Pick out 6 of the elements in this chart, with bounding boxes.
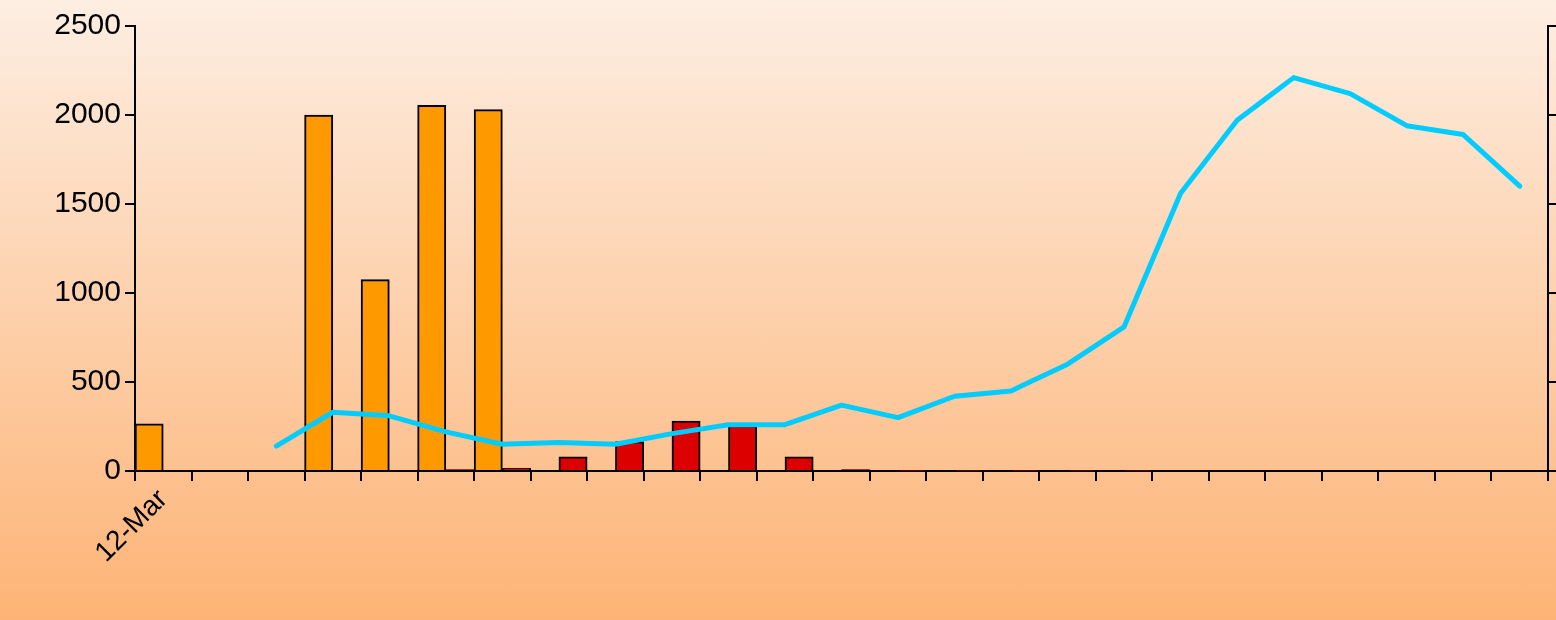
y-tick-label: 0 [104,452,121,486]
y-tick-label: 1000 [54,274,121,308]
y-tick-label: 1500 [54,185,121,219]
y-tick-label: 500 [70,363,121,397]
y-tick-label: 2000 [54,96,121,130]
y-tick-label: 2500 [54,7,121,41]
